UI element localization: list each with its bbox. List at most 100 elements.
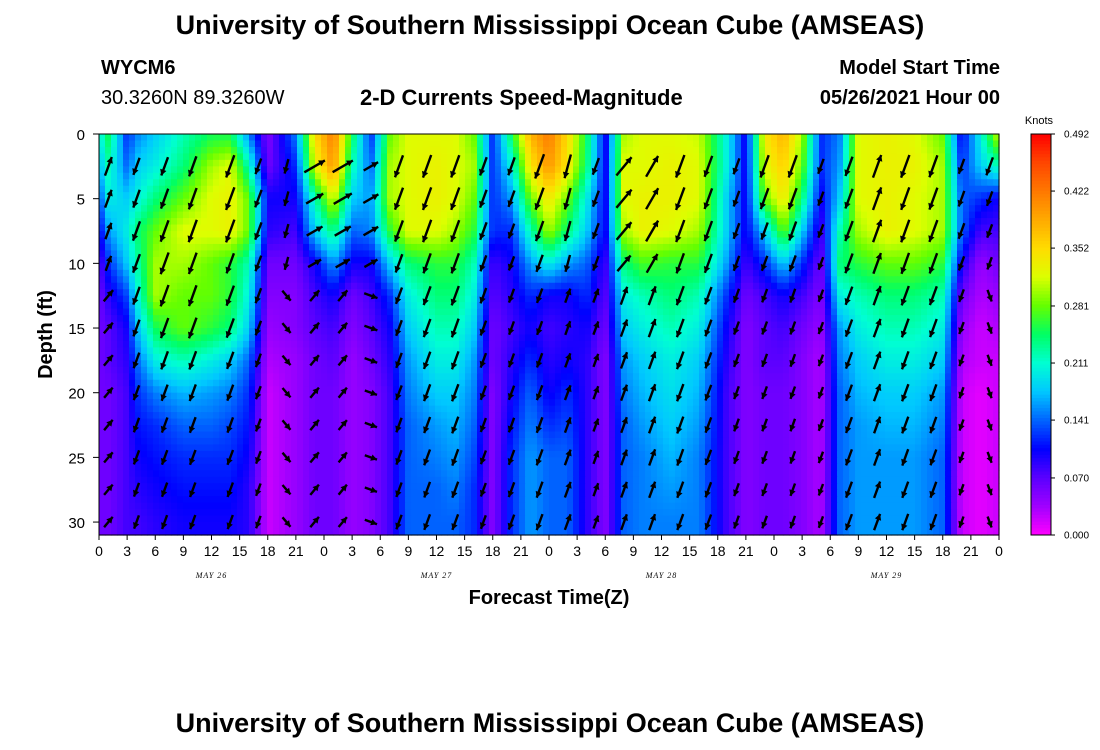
heat-cell (789, 315, 796, 323)
heat-cell (987, 308, 994, 316)
heat-cell (957, 334, 964, 342)
heat-cell (879, 218, 886, 226)
heat-cell (969, 192, 976, 200)
heat-cell (873, 282, 880, 290)
heat-cell (591, 218, 598, 226)
heat-cell (387, 334, 394, 342)
model-start-label: Model Start Time (839, 57, 1000, 79)
heat-cell (537, 282, 544, 290)
heat-cell (951, 302, 958, 310)
heat-cell (441, 140, 448, 148)
heat-cell (399, 282, 406, 290)
heat-cell (987, 185, 994, 193)
heat-cell (945, 340, 952, 349)
heat-cell (111, 140, 118, 148)
heat-cell (753, 250, 760, 258)
heat-cell (171, 340, 178, 349)
heat-cell (669, 269, 676, 277)
heat-cell (405, 302, 412, 310)
heat-cell (159, 276, 166, 284)
heat-cell (237, 263, 244, 271)
heat-cell (687, 276, 694, 284)
heat-cell (813, 334, 820, 342)
heat-cell (603, 231, 610, 239)
heat-cell (453, 250, 460, 258)
heat-cell (393, 315, 400, 323)
heat-cell (669, 159, 676, 167)
heat-cell (129, 276, 136, 284)
heat-cell (675, 315, 682, 323)
heat-cell (519, 218, 526, 226)
heat-cell (735, 269, 742, 277)
heat-cell (339, 308, 346, 316)
heat-cell (609, 340, 616, 349)
heat-cell (273, 172, 280, 180)
heat-cell (885, 140, 892, 148)
heat-cell (777, 289, 784, 297)
heat-cell (705, 172, 712, 180)
heat-cell (921, 172, 928, 180)
heat-cell (897, 263, 904, 271)
heat-cell (459, 315, 466, 323)
heat-cell (225, 340, 232, 349)
heat-cell (861, 192, 868, 200)
heat-cell (549, 256, 556, 264)
heat-cell (915, 289, 922, 297)
heat-cell (603, 198, 610, 206)
heat-cell (267, 185, 274, 193)
heat-cell (441, 146, 448, 155)
heat-cell (423, 172, 430, 180)
heat-cell (633, 250, 640, 258)
heat-cell (489, 308, 496, 316)
heat-cell (465, 198, 472, 206)
heat-cell (615, 256, 622, 264)
heat-cell (933, 231, 940, 239)
heat-cell (585, 224, 592, 232)
heat-cell (795, 289, 802, 297)
heat-cell (267, 231, 274, 239)
heat-cell (459, 198, 466, 206)
heat-cell (945, 224, 952, 232)
heat-cell (993, 282, 1000, 290)
heat-cell (171, 334, 178, 342)
heat-cell (597, 308, 604, 316)
heat-cell (147, 250, 154, 258)
heat-cell (561, 192, 568, 200)
heat-cell (729, 302, 736, 310)
heat-cell (399, 328, 406, 336)
heat-cell (759, 269, 766, 277)
heat-cell (423, 146, 430, 155)
heat-cell (303, 302, 310, 310)
heat-cell (561, 140, 568, 148)
heat-cell (615, 140, 622, 148)
heat-cell (465, 192, 472, 200)
heat-cell (453, 269, 460, 277)
heat-cell (321, 347, 328, 355)
heat-cell (849, 276, 856, 284)
heat-cell (897, 289, 904, 297)
heat-cell (327, 218, 334, 226)
heat-cell (399, 269, 406, 277)
heat-cell (531, 256, 538, 264)
heat-cell (897, 328, 904, 336)
heat-cell (777, 328, 784, 336)
heat-cell (471, 250, 478, 258)
heat-cell (915, 308, 922, 316)
heat-cell (645, 172, 652, 180)
heat-cell (783, 192, 790, 200)
heat-cell (819, 140, 826, 148)
heat-cell (477, 315, 484, 323)
heat-cell (225, 205, 232, 213)
heat-cell (513, 328, 520, 336)
heat-cell (153, 224, 160, 232)
heat-cell (777, 224, 784, 232)
heat-cell (195, 172, 202, 180)
heat-cell (501, 205, 508, 213)
heat-cell (309, 256, 316, 264)
heat-cell (819, 231, 826, 239)
heat-cell (99, 231, 106, 239)
heat-cell (915, 146, 922, 155)
heat-cell (273, 159, 280, 167)
heat-cell (717, 263, 724, 271)
heat-cell (939, 192, 946, 200)
